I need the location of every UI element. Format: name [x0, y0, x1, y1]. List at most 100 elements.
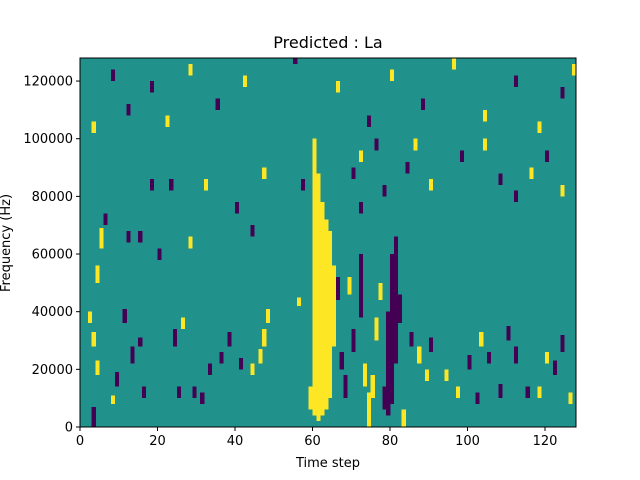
x-tick-label: 20 — [149, 434, 166, 449]
heatmap-cell — [258, 349, 263, 364]
heatmap-cell — [479, 331, 484, 347]
heatmap-cell — [514, 190, 519, 203]
heatmap-cell — [312, 150, 317, 416]
heatmap-cell — [111, 395, 116, 404]
heatmap-cell — [362, 363, 368, 387]
heatmap-cell — [545, 352, 550, 364]
heatmap-cell — [328, 230, 333, 399]
heatmap-cell — [130, 346, 135, 364]
heatmap-cell — [545, 150, 550, 162]
heatmap-cell — [366, 392, 371, 427]
x-tick-label: 0 — [76, 434, 84, 449]
heatmap-cell — [428, 179, 433, 191]
heatmap-cell — [95, 265, 100, 283]
x-tick-label: 120 — [533, 434, 558, 449]
heatmap-cell — [525, 386, 530, 399]
heatmap-cell — [176, 386, 182, 399]
heatmap-cell — [114, 372, 120, 387]
heatmap-cell — [335, 81, 340, 93]
heatmap-cell — [537, 386, 542, 399]
heatmap-cell — [99, 228, 104, 249]
heatmap-cell — [227, 331, 232, 347]
heatmap-cell — [91, 406, 96, 427]
heatmap-cell — [359, 254, 364, 318]
heatmap-cell — [91, 331, 96, 347]
heatmap-cell — [219, 352, 224, 364]
x-tick-label: 100 — [455, 434, 480, 449]
heatmap-cell — [560, 86, 565, 99]
heatmap-cell — [529, 167, 534, 180]
heatmap-cell — [514, 75, 519, 87]
heatmap-cell — [180, 317, 185, 329]
heatmap-cell — [568, 392, 573, 404]
heatmap-cell — [207, 363, 213, 376]
heatmap-cell — [339, 352, 344, 370]
heatmap-cell — [498, 173, 503, 185]
heatmap-cell — [386, 311, 391, 416]
heatmap-cell — [370, 375, 375, 399]
heatmap-cell — [444, 369, 449, 381]
heatmap-cell — [188, 236, 193, 249]
heatmap-cell — [424, 369, 430, 381]
heatmap-cell — [428, 337, 433, 353]
heatmap-cell — [242, 75, 247, 87]
y-axis-title: Frequency (Hz) — [0, 194, 14, 292]
heatmap-cell — [452, 58, 457, 70]
heatmap-cell — [200, 392, 205, 404]
heatmap-cell — [390, 69, 395, 82]
heatmap-cell — [235, 202, 240, 214]
heatmap-cell — [95, 360, 100, 376]
heatmap-cell — [293, 58, 298, 64]
heatmap-cell — [91, 121, 96, 133]
heatmap-cell — [312, 138, 317, 151]
plot-area — [79, 57, 577, 428]
heatmap-cell — [421, 98, 426, 110]
heatmap-cell — [552, 360, 557, 376]
heatmap-cell — [374, 317, 379, 341]
y-tick-label: 80000 — [32, 190, 73, 205]
heatmap-cell — [486, 352, 492, 364]
y-tick-label: 20000 — [32, 363, 73, 378]
x-axis-title: Time step — [295, 456, 360, 471]
heatmap-cell — [169, 179, 174, 191]
heatmap-cell — [138, 337, 143, 347]
y-tick-label: 120000 — [23, 75, 73, 90]
heatmap-cell — [351, 167, 356, 180]
x-axis: 0 20 40 60 80 100 120 — [76, 427, 558, 449]
heatmap-cell — [560, 334, 565, 353]
heatmap-cell — [359, 202, 364, 214]
heatmap-cell — [331, 265, 337, 347]
heatmap-cell — [320, 202, 325, 416]
heatmap-cell — [393, 236, 399, 364]
chart-title: Predicted : La — [273, 33, 382, 52]
x-tick-label: 60 — [304, 434, 321, 449]
heatmap-cell — [378, 282, 383, 301]
heatmap-cell — [483, 138, 488, 151]
heatmap-cell — [382, 386, 387, 410]
x-tick-label: 80 — [382, 434, 399, 449]
heatmap-cell — [266, 308, 271, 324]
heatmap-cell — [351, 328, 356, 353]
heatmap-cell — [366, 115, 371, 128]
heatmap-cell — [483, 109, 488, 122]
heatmap-cell — [122, 308, 127, 324]
heatmap-cell — [308, 386, 313, 410]
heatmap-cell — [262, 328, 267, 347]
heatmap-cell — [173, 328, 178, 347]
heatmap-cell — [138, 230, 143, 243]
heatmap-cell — [506, 326, 511, 341]
heatmap-cell — [417, 346, 422, 364]
heatmap-cell — [382, 184, 387, 197]
heatmap-cell — [262, 167, 267, 180]
heatmap-cell — [126, 104, 131, 116]
heatmap-cell — [87, 311, 92, 324]
heatmap-cell — [165, 115, 170, 128]
heatmap-cell — [498, 383, 503, 399]
heatmap-cell — [413, 138, 418, 151]
heatmap-cell — [401, 409, 406, 427]
y-tick-label: 0 — [65, 421, 73, 436]
heatmap-cell — [514, 346, 519, 364]
heatmap-cell — [103, 213, 108, 226]
heatmap-cell — [126, 230, 131, 243]
